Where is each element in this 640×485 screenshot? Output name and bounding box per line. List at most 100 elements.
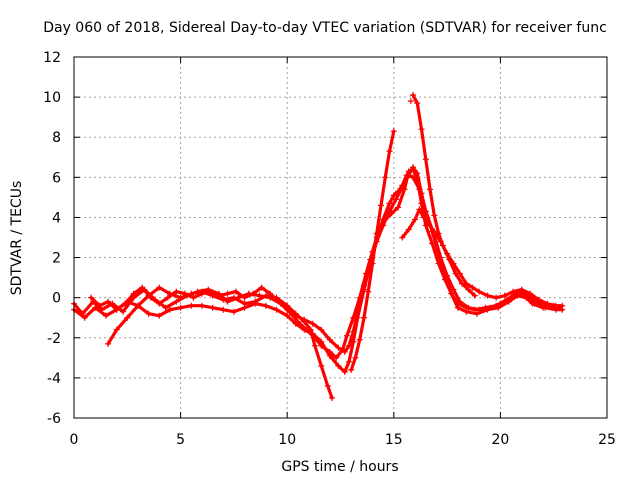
outlier-point	[407, 98, 414, 105]
data-point	[352, 354, 359, 361]
data-point	[378, 202, 385, 209]
series-track-5	[348, 128, 397, 373]
data-point	[365, 288, 372, 295]
data-point	[552, 302, 559, 309]
data-point	[465, 286, 472, 293]
data-point	[96, 302, 103, 309]
data-point	[399, 182, 406, 189]
data-point	[301, 326, 308, 333]
data-point	[188, 290, 195, 297]
data-point	[230, 308, 237, 315]
data-point	[335, 362, 342, 369]
data-point	[544, 300, 551, 307]
data-point	[326, 352, 333, 359]
data-point	[412, 216, 419, 223]
data-point	[476, 288, 483, 295]
data-point	[164, 294, 171, 301]
data-point	[399, 234, 406, 241]
data-point	[350, 328, 357, 335]
data-point	[318, 326, 325, 333]
axis-ticks: 0 5 10 15 20 25 -6 -4 -2 0 2 4 6 8 10 12	[43, 50, 616, 448]
data-point	[346, 358, 353, 365]
data-point	[427, 186, 434, 193]
data-point	[156, 284, 163, 291]
data-point	[486, 304, 493, 311]
x-tick-label: 15	[385, 432, 403, 448]
data-point	[252, 298, 259, 305]
x-tick-label: 10	[278, 432, 296, 448]
data-point	[145, 292, 152, 299]
data-point	[422, 156, 429, 163]
data-point	[318, 338, 325, 345]
data-point	[390, 128, 397, 135]
data-point	[497, 300, 504, 307]
y-tick-label: -6	[47, 411, 61, 427]
data-point	[469, 284, 476, 291]
data-point	[382, 174, 389, 181]
data-point	[465, 304, 472, 311]
data-point	[102, 312, 109, 319]
data-point	[209, 304, 216, 311]
data-point	[173, 288, 180, 295]
data-point	[409, 164, 416, 171]
y-tick-label: 10	[43, 90, 61, 106]
data-point	[209, 292, 216, 299]
data-point	[258, 284, 265, 291]
data-point	[262, 302, 269, 309]
data-point	[230, 294, 237, 301]
y-tick-label: -2	[47, 331, 61, 347]
data-point	[81, 314, 88, 321]
plot-frame	[73, 56, 608, 419]
data-point	[446, 256, 453, 263]
data-point	[156, 300, 163, 307]
data-point	[224, 290, 231, 297]
data-point	[162, 304, 169, 311]
data-point	[166, 290, 173, 297]
data-point	[510, 288, 517, 295]
data-point	[177, 304, 184, 311]
x-tick-label: 5	[176, 432, 185, 448]
data-point	[292, 320, 299, 327]
data-point	[113, 306, 120, 313]
data-point	[311, 342, 318, 349]
data-point	[392, 196, 399, 203]
data-point	[120, 308, 127, 315]
data-point	[373, 230, 380, 237]
data-point	[348, 366, 355, 373]
data-point	[448, 290, 455, 297]
series-line	[400, 207, 564, 308]
data-point	[198, 302, 205, 309]
data-point	[156, 312, 163, 319]
y-tick-label: 8	[52, 130, 61, 146]
data-point	[134, 302, 141, 309]
data-point	[343, 332, 350, 339]
data-point	[386, 200, 393, 207]
data-point	[535, 296, 542, 303]
data-point	[346, 342, 353, 349]
data-point	[284, 312, 291, 319]
data-point	[360, 314, 367, 321]
data-point	[105, 340, 112, 347]
data-point	[435, 230, 442, 237]
data-point	[452, 270, 459, 277]
y-tick-label: -4	[47, 371, 61, 387]
data-point	[414, 100, 421, 107]
data-point	[369, 260, 376, 267]
data-point	[390, 192, 397, 199]
data-point	[309, 320, 316, 327]
data-point	[139, 284, 146, 291]
data-point	[166, 306, 173, 313]
data-point	[354, 308, 361, 315]
data-point	[409, 174, 416, 181]
data-point	[262, 292, 269, 299]
data-point	[105, 298, 112, 305]
data-point	[273, 306, 280, 313]
data-point	[473, 310, 480, 317]
data-point	[145, 310, 152, 317]
data-series	[71, 92, 566, 401]
y-tick-label: 4	[52, 210, 61, 226]
data-point	[335, 344, 342, 351]
data-point	[463, 308, 470, 315]
y-tick-label: 2	[52, 251, 61, 267]
